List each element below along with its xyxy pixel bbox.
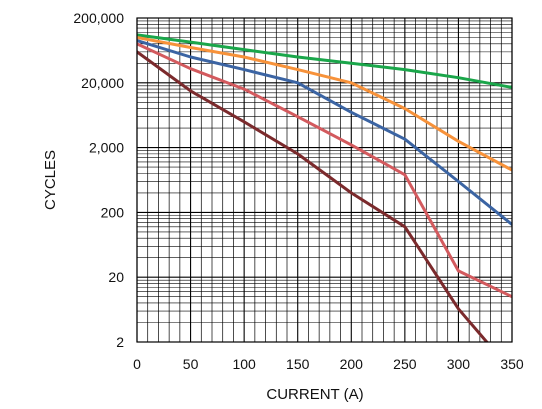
series-lines: [137, 33, 512, 342]
y-tick-label: 200,000: [73, 10, 124, 26]
x-tick-label: 250: [393, 356, 417, 372]
y-tick-label: 200: [101, 204, 125, 220]
y-tick-label: 20,000: [81, 75, 124, 91]
y-tick-label: 20: [108, 269, 124, 285]
series-line-2: [137, 36, 512, 172]
x-tick-label: 350: [500, 356, 524, 372]
y-tick-label: 2,000: [89, 140, 124, 156]
x-tick-labels: 0 50 100 150 200 250 300 350: [133, 356, 524, 372]
series-line-5: [137, 50, 489, 342]
x-tick-label: 0: [133, 356, 141, 372]
x-tick-label: 100: [232, 356, 256, 372]
series-line-4: [137, 42, 512, 299]
x-tick-label: 150: [286, 356, 310, 372]
x-tick-label: 300: [447, 356, 471, 372]
series-line-1: [137, 33, 512, 89]
x-axis-title: CURRENT (A): [266, 386, 363, 403]
x-tick-label: 200: [340, 356, 364, 372]
y-axis-title: CYCLES: [42, 150, 59, 210]
y-tick-labels: 2 20 200 2,000 20,000 200,000: [73, 10, 124, 350]
series-line-3: [137, 39, 512, 226]
x-tick-label: 50: [183, 356, 199, 372]
plot-frame: [136, 17, 513, 343]
y-tick-label: 2: [116, 334, 124, 350]
